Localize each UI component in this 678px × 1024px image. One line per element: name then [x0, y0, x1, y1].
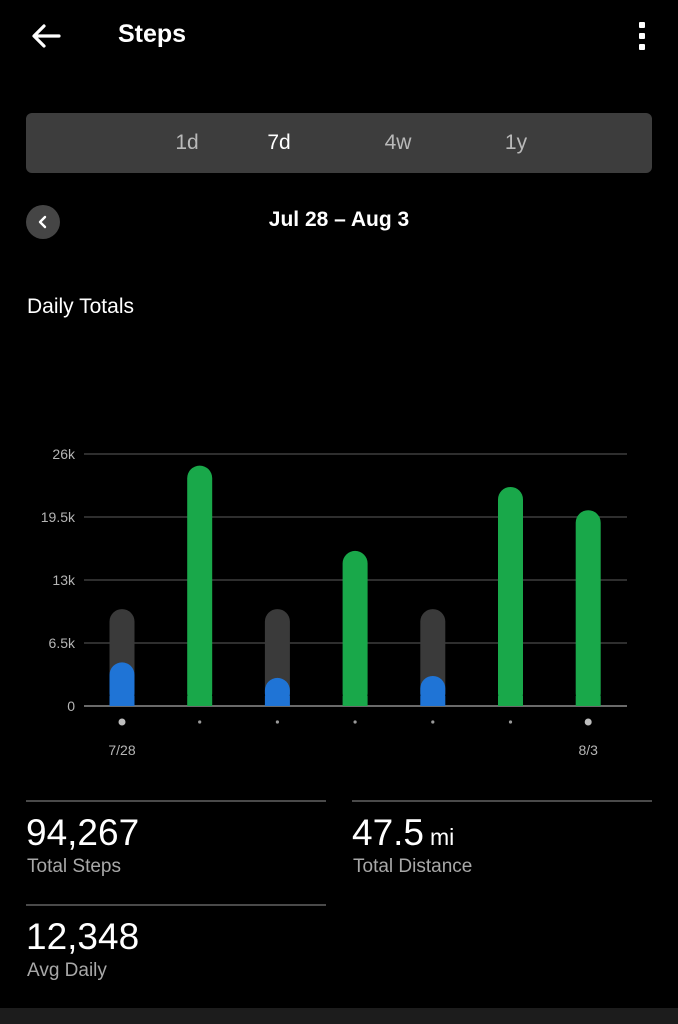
y-tick-label: 19.5k — [41, 509, 76, 525]
page-title: Steps — [118, 20, 187, 48]
day-marker — [353, 720, 357, 724]
total-steps-value: 94,267 — [26, 812, 140, 853]
period-selector: 1d 7d 4w 1y — [26, 113, 652, 173]
day-marker — [508, 720, 513, 724]
back-button[interactable] — [20, 12, 72, 60]
tab-1d[interactable]: 1d — [175, 131, 199, 154]
bottom-edge — [0, 1008, 678, 1024]
tab-1y[interactable]: 1y — [504, 131, 528, 154]
y-tick-label: 13k — [52, 572, 76, 588]
total-steps-label: Total Steps — [27, 856, 121, 877]
divider — [352, 800, 652, 802]
steps-bar — [109, 662, 135, 706]
arrow-left-icon — [32, 24, 61, 48]
divider — [26, 800, 326, 802]
day-marker — [118, 718, 126, 726]
day-marker — [275, 720, 279, 724]
divider — [26, 904, 326, 906]
kebab-menu-icon — [639, 22, 645, 28]
date-range-label: Jul 28 – Aug 3 — [268, 208, 410, 231]
y-tick-label: 0 — [67, 698, 75, 714]
steps-bar — [342, 550, 368, 706]
tab-4w[interactable]: 4w — [384, 131, 412, 154]
total-distance-unit: mi — [430, 824, 455, 850]
steps-bar-base — [498, 696, 523, 706]
steps-bar-base — [264, 696, 290, 706]
steps-bar — [575, 510, 601, 706]
total-distance-value: 47.5 — [352, 812, 425, 853]
steps-bar-base — [575, 696, 601, 706]
total-distance-label: Total Distance — [353, 856, 473, 877]
x-tick-label: 7/28 — [108, 742, 135, 758]
avg-daily-value: 12,348 — [26, 916, 140, 957]
avg-daily-label: Avg Daily — [27, 960, 107, 981]
day-marker — [584, 718, 592, 726]
previous-period-button[interactable] — [26, 205, 60, 239]
total-distance: 47.5 mi — [352, 812, 454, 854]
steps-bar — [498, 486, 523, 706]
steps-bar-chart: 26k 19.5k 13k 6.5k 0 7/28 8/3 — [41, 446, 627, 758]
section-title: Daily Totals — [27, 295, 134, 318]
chevron-left-icon — [38, 215, 47, 229]
steps-bar-base — [109, 696, 135, 706]
steps-bar-base — [187, 696, 213, 706]
steps-bar — [187, 465, 213, 706]
y-tick-label: 26k — [52, 446, 76, 462]
day-marker — [431, 720, 435, 724]
steps-bar-base — [342, 696, 368, 706]
top-bar: Steps — [0, 0, 678, 72]
x-tick-label: 8/3 — [578, 742, 598, 758]
y-tick-label: 6.5k — [49, 635, 76, 651]
day-marker — [198, 720, 202, 724]
steps-bar-base — [420, 696, 446, 706]
tab-7d[interactable]: 7d — [267, 131, 291, 154]
more-options-button[interactable] — [620, 12, 664, 60]
